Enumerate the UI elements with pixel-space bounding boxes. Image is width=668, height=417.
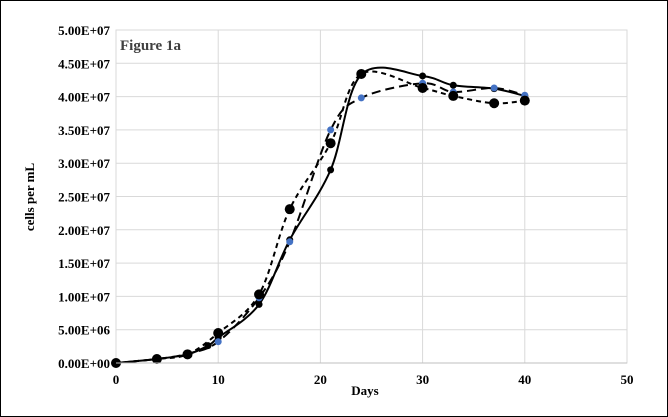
series-2-point: [490, 84, 498, 92]
series-markers: [111, 68, 530, 368]
series-1-point: [204, 342, 212, 350]
series-1-point: [419, 72, 427, 80]
x-tick-label: 40: [518, 372, 531, 387]
y-tick-label: 1.00E+07: [58, 289, 110, 304]
x-tick-label: 30: [416, 372, 429, 387]
x-tick-label: 0: [113, 372, 120, 387]
y-tick-label: 2.50E+07: [58, 190, 110, 205]
series-3-point: [356, 68, 367, 79]
series-2-point: [286, 238, 294, 246]
y-tick-label: 5.00E+06: [58, 323, 110, 338]
y-tick-label: 3.50E+07: [58, 123, 110, 138]
x-tick-label: 10: [212, 372, 225, 387]
y-tick-label: 1.50E+07: [58, 256, 110, 271]
y-tick-label: 3.00E+07: [58, 156, 110, 171]
series-3-point: [448, 90, 459, 101]
y-tick-label: 5.00E+07: [58, 23, 110, 38]
x-tick-label: 20: [314, 372, 327, 387]
figure-title: Figure 1a: [120, 38, 181, 54]
y-tick-label: 0.00E+00: [58, 356, 110, 371]
series-3-point: [151, 354, 162, 365]
y-tick-label: 4.50E+07: [58, 56, 110, 71]
series-1-point: [449, 81, 457, 89]
y-tick-label: 2.00E+07: [58, 223, 110, 238]
series-2-point: [214, 338, 222, 346]
y-axis-ticks: 0.00E+00 5.00E+06 1.00E+07 1.50E+07 2.00E+07…: [58, 23, 110, 371]
series-3-point: [182, 349, 193, 360]
y-axis-label: cells per mL: [22, 162, 37, 231]
series-3-point: [213, 328, 224, 339]
series-3-point: [325, 138, 336, 149]
y-tick-label: 4.00E+07: [58, 90, 110, 105]
series-3-point: [284, 204, 295, 215]
x-tick-label: 50: [621, 372, 634, 387]
series-2-point: [357, 94, 365, 102]
series-3-point: [417, 82, 428, 93]
series-3-point: [519, 95, 530, 106]
gridlines: [116, 29, 628, 363]
series-3-point: [489, 98, 500, 109]
series-2-point: [327, 126, 335, 134]
series-3-point: [254, 289, 265, 300]
series-1-point: [255, 300, 263, 308]
series-1-point: [327, 166, 335, 174]
x-axis-ticks: 0 10 20 30 40 50: [113, 372, 634, 387]
x-axis-label: Days: [351, 383, 378, 398]
